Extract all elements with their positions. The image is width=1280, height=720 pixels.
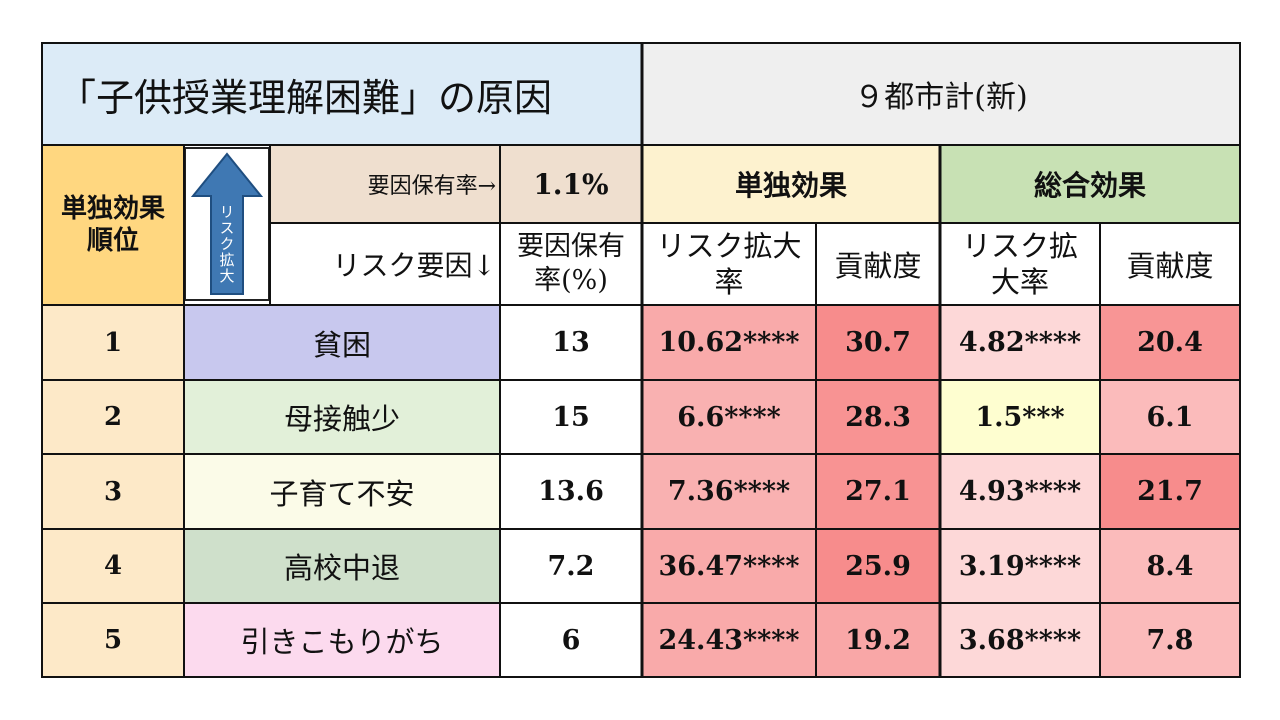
total-contribution-cell: 6.1	[1100, 380, 1240, 454]
single-risk-rate-cell: 36.47****	[642, 529, 816, 603]
total-risk-rate-cell: 4.93****	[940, 454, 1100, 529]
factor-cell: 母接触少	[184, 380, 500, 454]
factor-cell: 子育て不安	[184, 454, 500, 529]
up-arrow-icon	[190, 152, 264, 295]
total-risk-rate-header: リスク拡大率	[940, 223, 1100, 305]
single-risk-rate-cell: 10.62****	[642, 305, 816, 380]
single-contribution-cell: 25.9	[816, 529, 940, 603]
rank-cell: 4	[42, 529, 184, 603]
total-contribution-cell: 20.4	[1100, 305, 1240, 380]
total-risk-rate-cell: 3.68****	[940, 603, 1100, 677]
arrow-label: リスク拡大	[217, 204, 236, 284]
total-contribution-header: 貢献度	[1100, 223, 1240, 305]
ratio-cell: 7.2	[500, 529, 642, 603]
single-risk-rate-cell: 24.43****	[642, 603, 816, 677]
total-contribution-cell: 8.4	[1100, 529, 1240, 603]
total-risk-rate-cell: 4.82****	[940, 305, 1100, 380]
total-risk-rate-cell: 3.19****	[940, 529, 1100, 603]
rank-cell: 2	[42, 380, 184, 454]
ratio-cell: 6	[500, 603, 642, 677]
rank-cell: 5	[42, 603, 184, 677]
single-contribution-cell: 19.2	[816, 603, 940, 677]
total-risk-rate-cell: 1.5***	[940, 380, 1100, 454]
page-title: 「子供授業理解困難」の原因	[58, 75, 553, 120]
single-risk-rate-cell: 7.36****	[642, 454, 816, 529]
rank-cell: 3	[42, 454, 184, 529]
rank-header: 単独効果順位	[42, 145, 184, 305]
ratio-cell: 15	[500, 380, 642, 454]
ratio-cell: 13	[500, 305, 642, 380]
ratio-col-header: 要因保有率(%)	[500, 223, 642, 305]
ratio-label-cell: 要因保有率→	[270, 145, 500, 223]
risk-factor-label-cell: リスク要因↓	[270, 223, 500, 305]
total-contribution-cell: 7.8	[1100, 603, 1240, 677]
total-effect-header: 総合効果	[940, 145, 1240, 223]
single-contribution-header: 貢献度	[816, 223, 940, 305]
rank-cell: 1	[42, 305, 184, 380]
single-risk-rate-cell: 6.6****	[642, 380, 816, 454]
ratio-cell: 13.6	[500, 454, 642, 529]
single-contribution-cell: 27.1	[816, 454, 940, 529]
single-contribution-cell: 30.7	[816, 305, 940, 380]
ratio-value-cell: 1.1%	[500, 145, 642, 223]
total-contribution-cell: 21.7	[1100, 454, 1240, 529]
single-risk-rate-header: リスク拡大率	[642, 223, 816, 305]
single-effect-header: 単独効果	[642, 145, 940, 223]
group-header: ９都市計(新)	[642, 43, 1240, 145]
factor-cell: 引きこもりがち	[184, 603, 500, 677]
factor-cell: 貧困	[184, 305, 500, 380]
factor-cell: 高校中退	[184, 529, 500, 603]
single-contribution-cell: 28.3	[816, 380, 940, 454]
title-cell: 「子供授業理解困難」の原因	[42, 43, 642, 145]
